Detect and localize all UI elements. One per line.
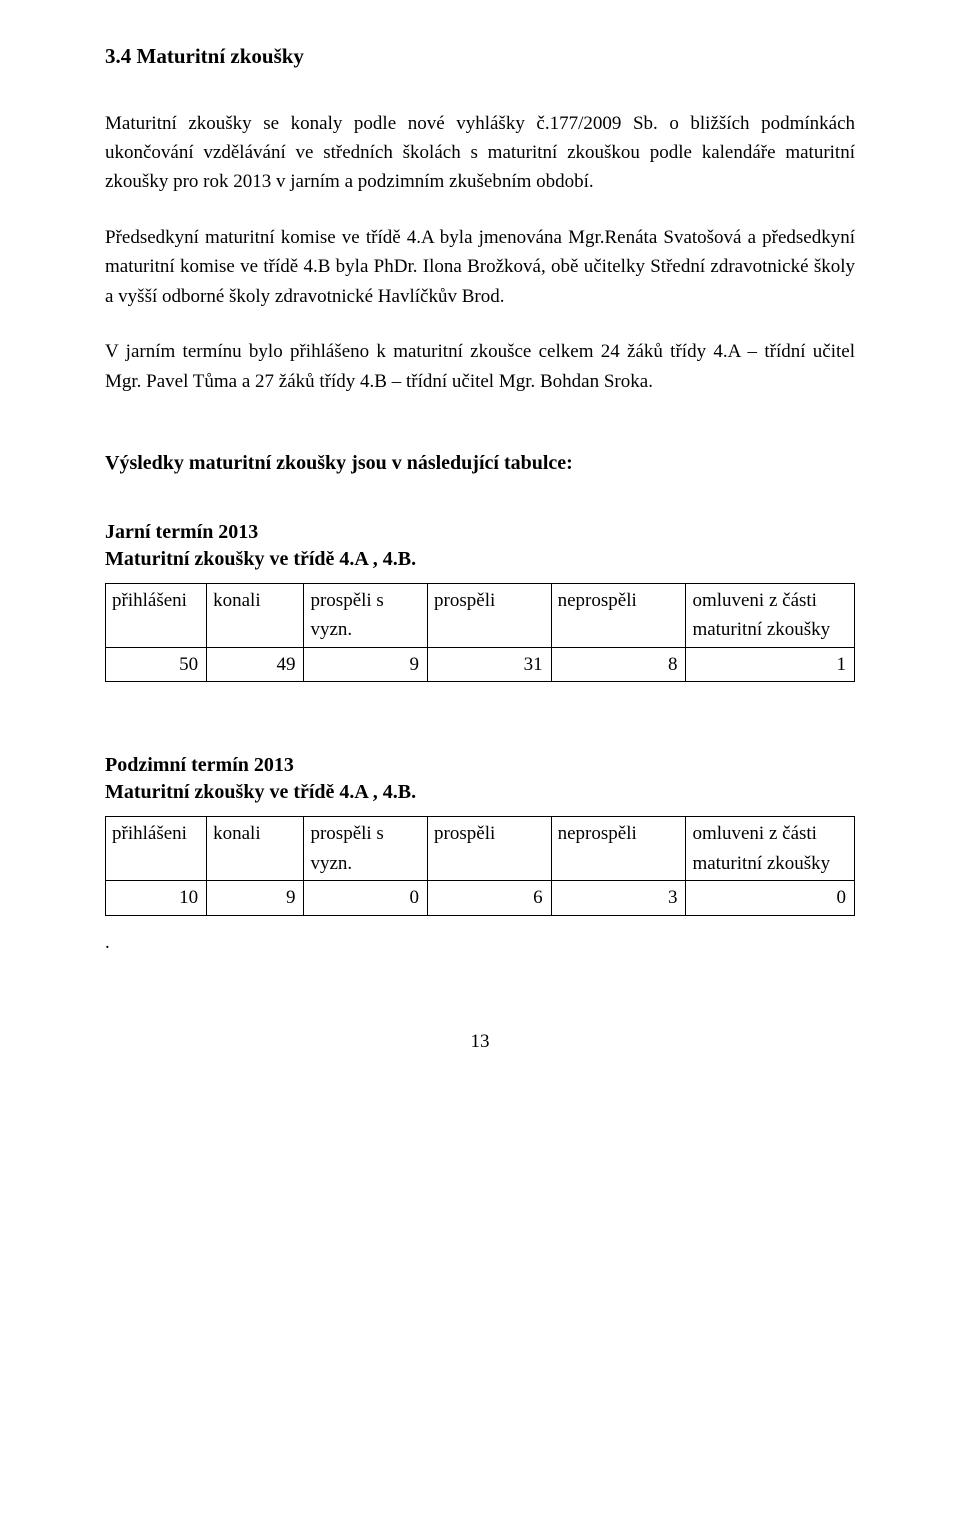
- table-header-row: přihlášeni konali prospěli s vyzn. prosp…: [106, 584, 855, 648]
- td-prihlaseni: 50: [106, 647, 207, 681]
- td-prospeli-vyzn: 9: [304, 647, 428, 681]
- page: 3.4 Maturitní zkoušky Maturitní zkoušky …: [0, 0, 960, 1524]
- podzimni-line1: Podzimní termín 2013: [105, 754, 294, 776]
- td-neprospeli: 8: [551, 647, 686, 681]
- podzimni-table: přihlášeni konali prospěli s vyzn. prosp…: [105, 816, 855, 915]
- paragraph-2: Předsedkyní maturitní komise ve třídě 4.…: [105, 223, 855, 311]
- jarni-block: Jarní termín 2013 Maturitní zkoušky ve t…: [105, 519, 855, 682]
- th-prospeli-vyzn: prospěli s vyzn.: [304, 817, 428, 881]
- trailing-dot: .: [105, 928, 855, 957]
- th-konali: konali: [207, 584, 304, 648]
- td-konali: 9: [207, 881, 304, 915]
- th-prospeli-vyzn: prospěli s vyzn.: [304, 584, 428, 648]
- th-prihlaseni: přihlášeni: [106, 584, 207, 648]
- jarni-line2: Maturitní zkoušky ve třídě 4.A , 4.B.: [105, 548, 416, 570]
- results-heading: Výsledky maturitní zkoušky jsou v násled…: [105, 448, 855, 479]
- td-konali: 49: [207, 647, 304, 681]
- jarni-heading: Jarní termín 2013 Maturitní zkoušky ve t…: [105, 519, 855, 573]
- podzimni-block: Podzimní termín 2013 Maturitní zkoušky v…: [105, 752, 855, 915]
- th-konali: konali: [207, 817, 304, 881]
- page-number: 13: [105, 1027, 855, 1056]
- th-prihlaseni: přihlášeni: [106, 817, 207, 881]
- th-prospeli: prospěli: [428, 817, 552, 881]
- td-prospeli: 31: [428, 647, 552, 681]
- table-row: 10 9 0 6 3 0: [106, 881, 855, 915]
- jarni-line1: Jarní termín 2013: [105, 521, 258, 543]
- td-omluveni: 1: [686, 647, 855, 681]
- podzimni-line2: Maturitní zkoušky ve třídě 4.A , 4.B.: [105, 781, 416, 803]
- paragraph-3: V jarním termínu bylo přihlášeno k matur…: [105, 337, 855, 396]
- td-prospeli: 6: [428, 881, 552, 915]
- td-neprospeli: 3: [551, 881, 686, 915]
- td-prospeli-vyzn: 0: [304, 881, 428, 915]
- th-omluveni: omluveni z části maturitní zkoušky: [686, 817, 855, 881]
- td-prihlaseni: 10: [106, 881, 207, 915]
- podzimni-heading: Podzimní termín 2013 Maturitní zkoušky v…: [105, 752, 855, 806]
- section-heading: 3.4 Maturitní zkoušky: [105, 40, 855, 73]
- paragraph-1: Maturitní zkoušky se konaly podle nové v…: [105, 109, 855, 197]
- td-omluveni: 0: [686, 881, 855, 915]
- th-neprospeli: neprospěli: [551, 817, 686, 881]
- th-prospeli: prospěli: [428, 584, 552, 648]
- jarni-table: přihlášeni konali prospěli s vyzn. prosp…: [105, 583, 855, 682]
- th-omluveni: omluveni z části maturitní zkoušky: [686, 584, 855, 648]
- table-row: 50 49 9 31 8 1: [106, 647, 855, 681]
- th-neprospeli: neprospěli: [551, 584, 686, 648]
- table-header-row: přihlášeni konali prospěli s vyzn. prosp…: [106, 817, 855, 881]
